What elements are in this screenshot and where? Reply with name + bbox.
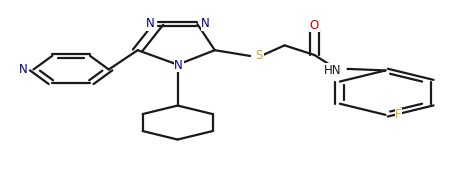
Text: S: S xyxy=(256,49,263,62)
Text: N: N xyxy=(19,63,28,76)
Text: N: N xyxy=(174,58,183,72)
Text: O: O xyxy=(310,19,319,32)
Text: N: N xyxy=(146,17,155,30)
Text: N: N xyxy=(201,17,210,30)
Text: HN: HN xyxy=(324,64,341,77)
Text: F: F xyxy=(395,108,402,121)
